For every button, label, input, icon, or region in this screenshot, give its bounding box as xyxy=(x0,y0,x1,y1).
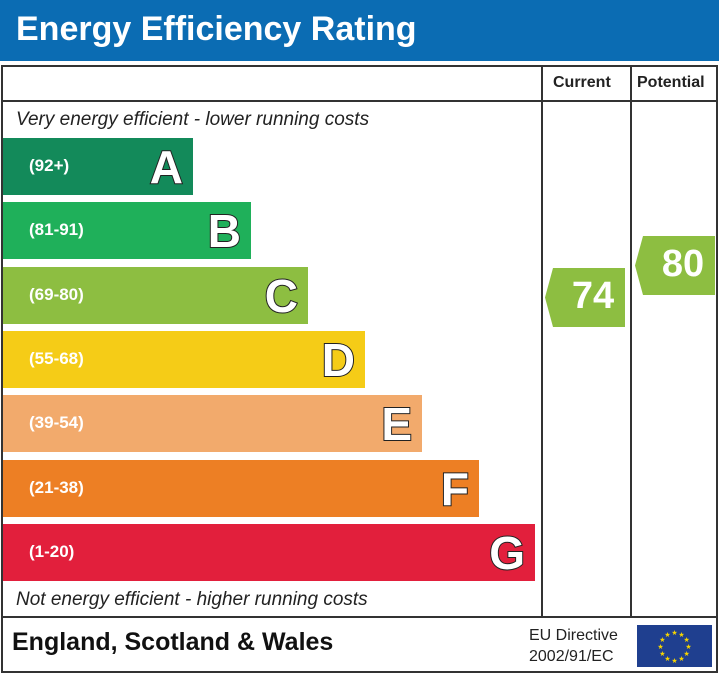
svg-text:★: ★ xyxy=(659,636,665,644)
header: Energy Efficiency Rating xyxy=(0,0,719,61)
divider xyxy=(630,65,632,618)
current-header: Current xyxy=(553,74,611,91)
band-letter: F xyxy=(440,462,470,516)
band-letter: C xyxy=(264,269,299,323)
svg-text:★: ★ xyxy=(664,655,670,663)
potential-value: 80 xyxy=(661,243,705,285)
divider xyxy=(541,65,543,618)
title: Energy Efficiency Rating xyxy=(16,10,417,48)
current-rating-arrow: 74 xyxy=(545,268,625,327)
band-e: (39-54) E xyxy=(3,395,422,453)
band-range: (21-38) xyxy=(29,477,84,497)
band-range: (69-80) xyxy=(29,284,84,304)
band-range: (39-54) xyxy=(29,413,84,433)
svg-text:★: ★ xyxy=(683,650,689,658)
svg-text:★: ★ xyxy=(664,631,670,639)
potential-header: Potential xyxy=(637,74,705,91)
eu-flag-icon: ★ ★ ★ ★ ★ ★ ★ ★ ★ ★ ★ ★ xyxy=(637,625,712,667)
svg-text:★: ★ xyxy=(671,657,677,665)
band-f: (21-38) F xyxy=(3,459,479,517)
top-note: Very energy efficient - lower running co… xyxy=(16,109,370,130)
band-a: (92+) A xyxy=(3,138,193,195)
svg-text:★: ★ xyxy=(659,650,665,658)
band-letter: D xyxy=(321,333,356,387)
rating-table xyxy=(1,65,718,673)
current-value: 74 xyxy=(571,275,615,317)
band-letter: A xyxy=(149,140,184,194)
arrow-shape xyxy=(545,268,625,327)
divider xyxy=(1,616,718,618)
band-b: (81-91) B xyxy=(3,202,251,260)
svg-text:★: ★ xyxy=(671,629,677,637)
band-letter: G xyxy=(488,526,526,580)
band-range: (1-20) xyxy=(29,541,75,561)
band-d: (55-68) D xyxy=(3,330,365,388)
bottom-note: Not energy efficient - higher running co… xyxy=(16,589,368,610)
band-range: (55-68) xyxy=(29,348,84,368)
band-range: (81-91) xyxy=(29,220,84,240)
divider xyxy=(1,100,718,102)
band-c: (69-80) C xyxy=(3,266,308,324)
directive-line2: 2002/91/EC xyxy=(529,648,614,665)
potential-rating-arrow: 80 xyxy=(635,236,715,295)
directive-line1: EU Directive xyxy=(529,627,618,644)
svg-text:★: ★ xyxy=(683,636,689,644)
band-g: (1-20) G xyxy=(3,523,535,581)
svg-text:★: ★ xyxy=(685,643,691,651)
svg-text:★: ★ xyxy=(678,631,684,639)
region-label: England, Scotland & Wales xyxy=(12,628,334,656)
band-range: (92+) xyxy=(29,156,70,175)
svg-text:★: ★ xyxy=(657,643,663,651)
svg-text:★: ★ xyxy=(678,655,684,663)
band-letter: E xyxy=(380,397,413,451)
arrow-shape xyxy=(635,236,715,295)
band-letter: B xyxy=(207,204,242,258)
